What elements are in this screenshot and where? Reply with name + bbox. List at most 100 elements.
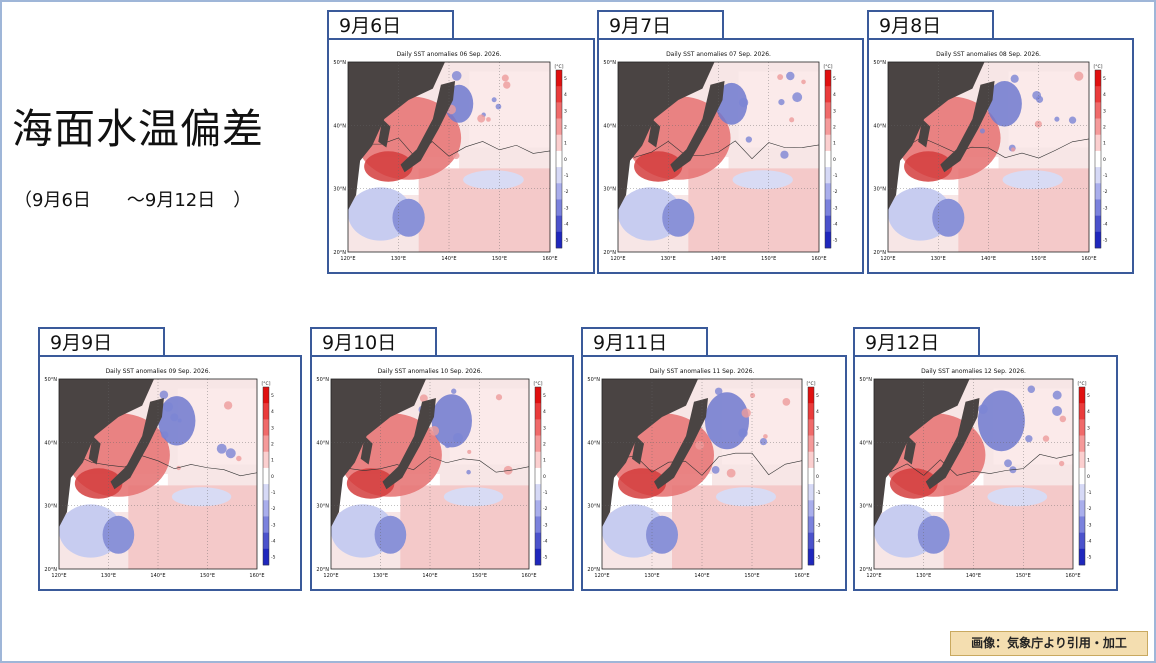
cool-anomaly-zone: [716, 487, 776, 507]
color-scale-segment: [825, 215, 831, 233]
anomaly-spot: [1058, 460, 1065, 467]
color-scale-segment: [535, 419, 541, 436]
zero-contour-line: [873, 454, 1074, 476]
anomaly-spot: [782, 398, 791, 406]
color-scale-segment: [556, 70, 562, 87]
longitude-label: 150°E: [200, 573, 215, 579]
anomaly-spot: [738, 97, 749, 108]
color-scale-border: [1094, 69, 1102, 249]
color-scale-segment: [825, 70, 831, 87]
color-scale-segment: [263, 467, 269, 485]
cool-anomaly-zone: [977, 390, 1025, 452]
latitude-label: 40°N: [587, 440, 600, 446]
latitude-label: 30°N: [603, 187, 616, 193]
cool-anomaly-zone: [431, 394, 472, 448]
color-scale-segment: [1079, 532, 1085, 550]
date-tab: 9月8日: [867, 10, 994, 40]
scale-label: 0: [1087, 474, 1090, 480]
latitude-label: 50°N: [44, 377, 57, 383]
color-scale-segment: [1095, 118, 1101, 136]
latitude-label: 40°N: [873, 123, 886, 129]
anomaly-spot: [1052, 390, 1062, 400]
color-scale-segment: [808, 484, 814, 501]
latitude-label: 50°N: [873, 60, 886, 66]
scale-label: 4: [564, 92, 567, 98]
anomaly-spot: [1027, 385, 1036, 394]
cool-anomaly-zone: [932, 198, 965, 237]
cool-anomaly-zone: [646, 515, 678, 554]
neutral-zone: [1008, 71, 1089, 148]
color-scale-segment: [825, 150, 831, 168]
anomaly-spot: [1010, 147, 1016, 152]
color-scale-segment: [1079, 435, 1085, 453]
anomaly-spot: [792, 92, 803, 103]
anomaly-spot: [161, 431, 169, 439]
japan-land: [940, 81, 995, 173]
color-scale-segment: [535, 387, 541, 404]
longitude-label: 120°E: [51, 573, 66, 579]
sst-anomaly-map-panel: Daily SST anomalies 11 Sep. 2026. 50°N 40°…: [581, 355, 847, 591]
longitude-label: 160°E: [811, 256, 826, 262]
scale-label: -2: [271, 506, 276, 512]
longitude-label: 150°E: [472, 573, 487, 579]
color-scale-segment: [1079, 548, 1085, 566]
color-scale-segment: [263, 516, 269, 533]
color-scale-segment: [1095, 150, 1101, 168]
longitude-label: 160°E: [1081, 256, 1096, 262]
anomaly-spot: [477, 114, 486, 123]
anomaly-spot: [1004, 459, 1012, 468]
color-scale-segment: [263, 548, 269, 566]
scale-label: -2: [833, 189, 838, 195]
color-scale-segment: [808, 500, 814, 517]
anomaly-spot: [467, 449, 472, 454]
cool-anomaly-zone: [662, 198, 695, 237]
color-scale-segment: [556, 183, 562, 200]
latitude-label: 40°N: [603, 123, 616, 129]
color-scale-segment: [1095, 134, 1101, 152]
scale-label: -2: [543, 506, 548, 512]
anomaly-spot: [495, 103, 502, 110]
color-scale-segment: [1095, 86, 1101, 103]
color-scale-segment: [263, 387, 269, 404]
color-scale-segment: [556, 102, 562, 119]
longitude-label: 160°E: [1065, 573, 1080, 579]
longitude-label: 140°E: [981, 256, 996, 262]
scale-label: 2: [1103, 124, 1106, 130]
color-scale-border: [807, 386, 815, 566]
scale-label: 3: [1103, 108, 1106, 114]
scale-label: 3: [271, 425, 274, 431]
anomaly-spot: [1035, 95, 1044, 103]
scale-label: 1: [1087, 458, 1090, 464]
scale-label: 0: [1103, 157, 1106, 163]
warm-anomaly-zone: [618, 468, 666, 499]
anomaly-spot: [491, 97, 497, 103]
unit-label: [°C]: [262, 381, 271, 387]
color-scale-border: [824, 69, 832, 249]
korean-peninsula-land: [378, 119, 391, 148]
anomaly-spot: [1054, 116, 1060, 122]
japan-land: [670, 81, 725, 173]
scale-label: 2: [271, 441, 274, 447]
anomaly-spot: [451, 388, 457, 394]
color-scale-segment: [825, 231, 831, 249]
color-scale-segment: [535, 516, 541, 533]
latitude-label: 20°N: [587, 567, 600, 573]
scale-label: -5: [271, 555, 276, 561]
anomaly-spot: [177, 418, 182, 423]
scale-label: 4: [1103, 92, 1106, 98]
color-scale-segment: [825, 183, 831, 200]
continent-land: [59, 379, 155, 528]
anomaly-spot: [745, 136, 752, 143]
source-credit: 画像：気象庁より引用・加工: [950, 631, 1148, 656]
longitude-label: 130°E: [931, 256, 946, 262]
scale-label: -5: [1103, 238, 1108, 244]
map-title: Daily SST anomalies 09 Sep. 2026.: [106, 368, 211, 375]
scale-label: 0: [833, 157, 836, 163]
cool-anomaly-zone: [392, 198, 425, 237]
scale-label: -1: [271, 490, 276, 496]
warm-anomaly-zone: [904, 151, 953, 182]
scale-label: 0: [816, 474, 819, 480]
sst-anomaly-map-panel: Daily SST anomalies 10 Sep. 2026. 50°N 40°…: [310, 355, 574, 591]
scale-label: -4: [271, 539, 276, 545]
latitude-label: 20°N: [859, 567, 872, 573]
